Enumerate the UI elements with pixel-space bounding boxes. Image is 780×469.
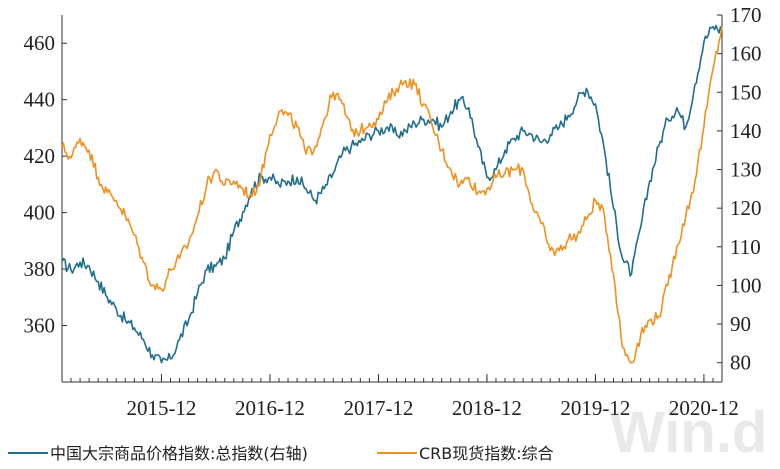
y-right-tick-label: 90 [730, 312, 751, 336]
series-layer [61, 24, 723, 364]
y-left-tick-label: 420 [24, 144, 56, 168]
y-right-tick-label: 120 [730, 196, 762, 220]
y-right-tick-label: 160 [730, 42, 762, 66]
y-right-tick-label: 170 [730, 3, 762, 27]
x-tick-label: 2017-12 [343, 396, 413, 420]
series-line-1 [61, 24, 723, 364]
y-left-tick-label: 400 [24, 201, 56, 225]
axes: 2015-12 2016-12 2017-12 2018-12 2019-12 2020-… [24, 3, 762, 420]
x-tick-label: 2018-12 [452, 396, 522, 420]
watermark: Win.d [610, 400, 767, 465]
x-tick-label: 2015-12 [126, 396, 196, 420]
y-right-tick-label: 100 [730, 273, 762, 297]
y-left-tick-label: 360 [24, 314, 56, 338]
y-right-tick-label: 150 [730, 80, 762, 104]
y-left-tick-label: 380 [24, 257, 56, 281]
y-right-tick-label: 80 [730, 351, 751, 375]
legend-label-1: 中国大宗商品价格指数:总指数(右轴) [50, 444, 308, 463]
legend-label-2: CRB现货指数:综合 [419, 444, 554, 463]
y-right-tick-label: 130 [730, 158, 762, 182]
y-left-tick-label: 460 [24, 31, 56, 55]
y-right-tick-label: 140 [730, 119, 762, 143]
legend: 中国大宗商品价格指数:总指数(右轴) CRB现货指数:综合 [8, 444, 554, 463]
x-tick-label: 2016-12 [235, 396, 305, 420]
x-tick-label: 2019-12 [560, 396, 630, 420]
series-line-2 [61, 26, 723, 364]
y-left-tick-label: 440 [24, 88, 56, 112]
y-right-tick-label: 110 [730, 235, 761, 259]
x-tick-label: 2020-12 [669, 396, 739, 420]
